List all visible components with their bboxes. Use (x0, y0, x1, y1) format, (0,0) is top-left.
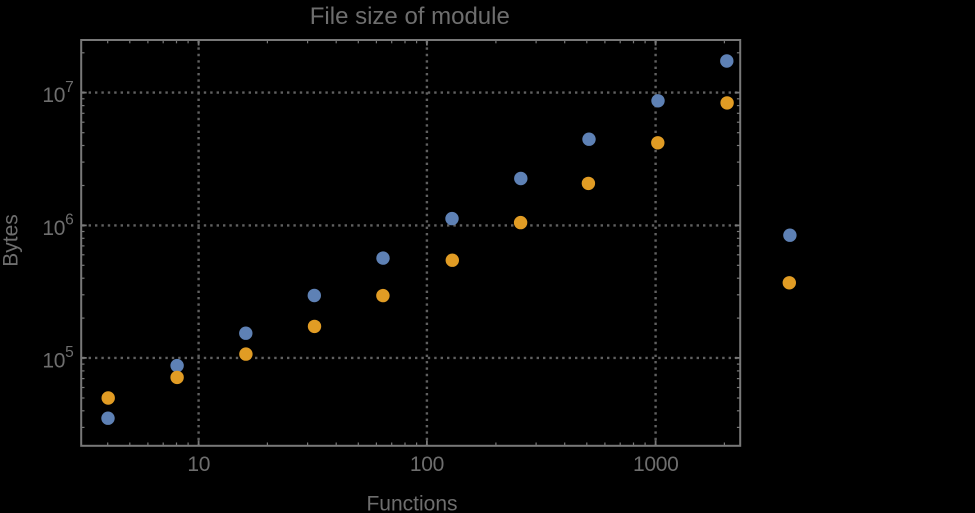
svg-text:106: 106 (42, 212, 73, 240)
svg-text:Functions: Functions (366, 493, 457, 513)
svg-text:Bytes: Bytes (0, 214, 23, 267)
svg-text:1000: 1000 (633, 453, 679, 476)
svg-text:100: 100 (410, 453, 444, 476)
svg-text:10: 10 (187, 453, 210, 476)
svg-text:File size of module: File size of module (310, 3, 510, 30)
